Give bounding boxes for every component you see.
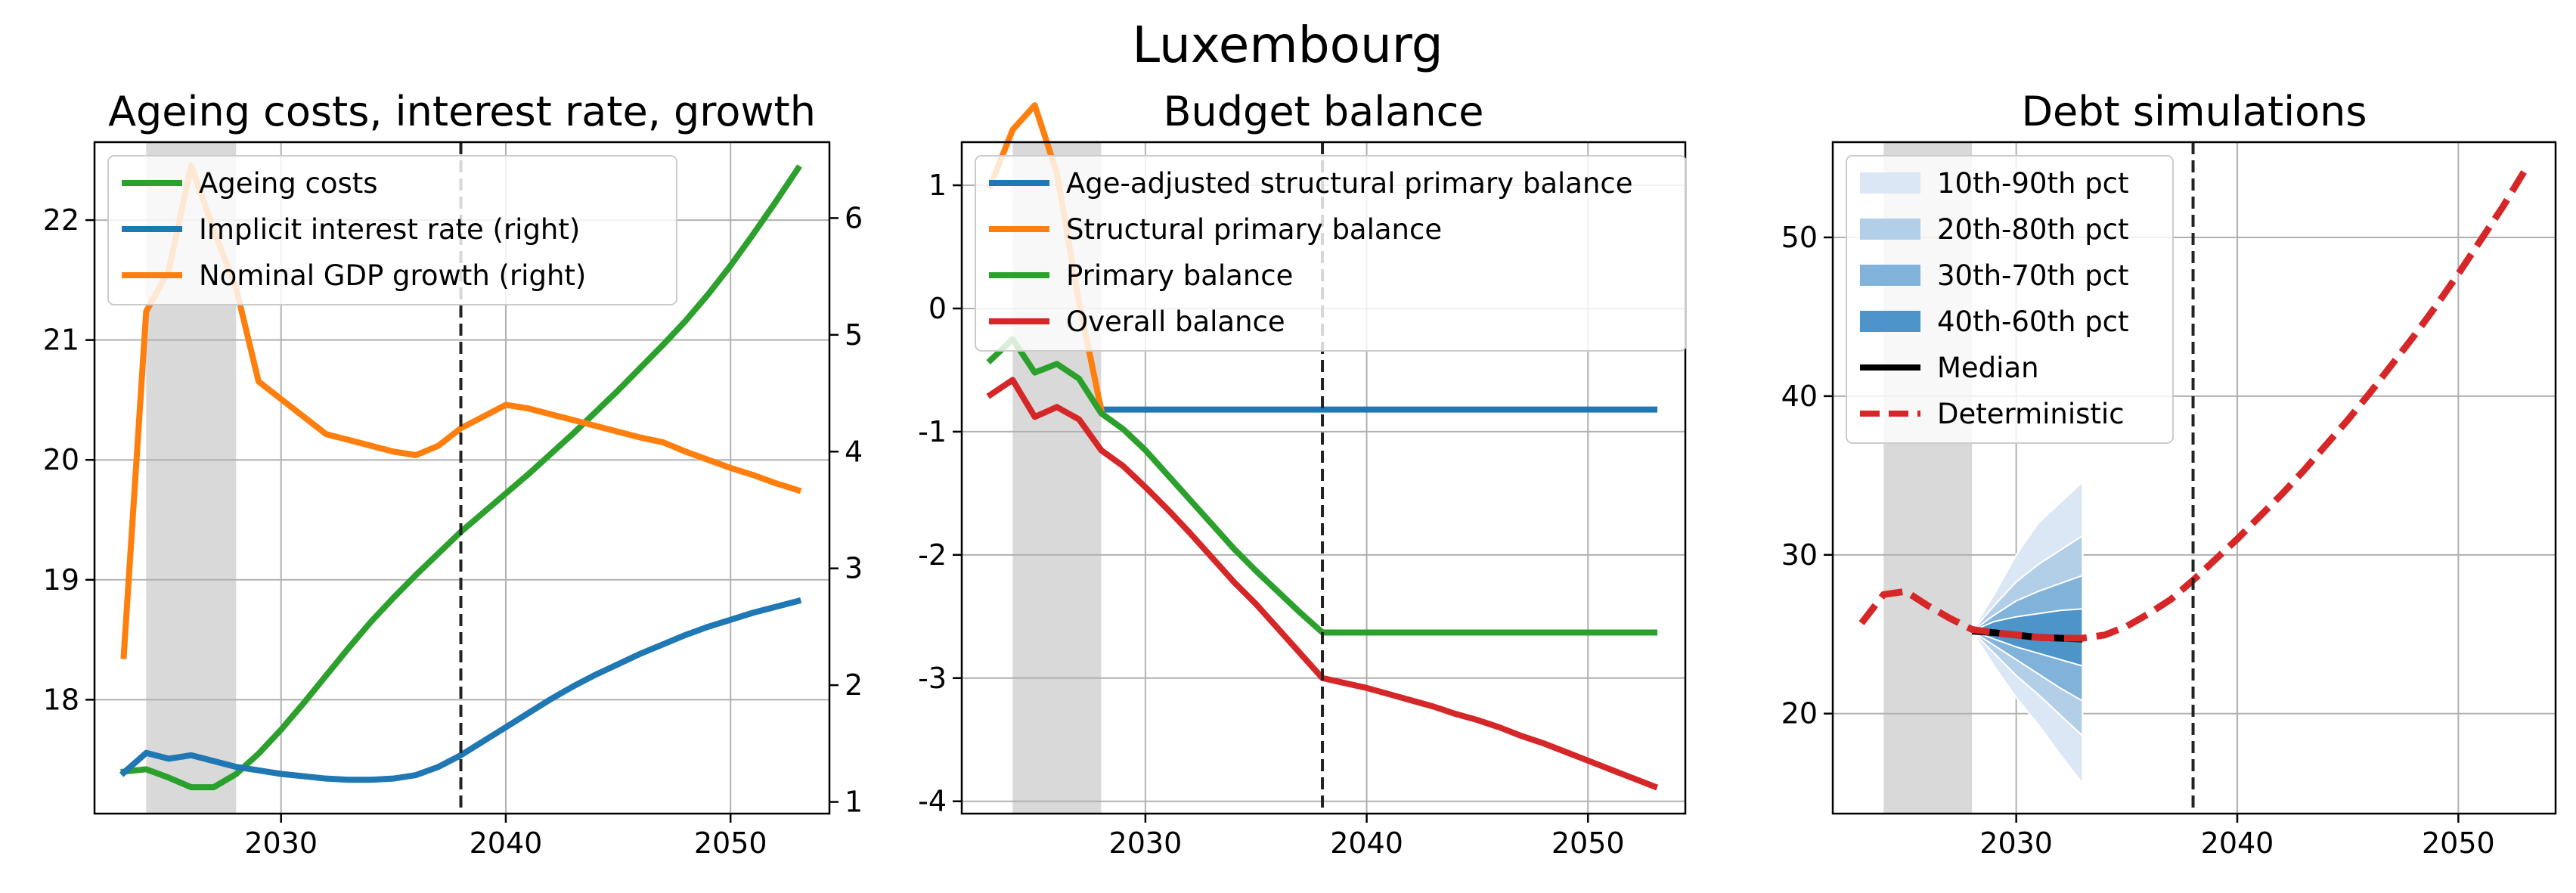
y-tick-label: 19 (43, 563, 79, 597)
x-tick-label: 2030 (244, 826, 318, 860)
y-tick-label: 0 (928, 292, 947, 325)
y-tick-label: 20 (43, 443, 79, 476)
legend-label: 40th-60th pct (1937, 305, 2129, 338)
y2-tick-label: 4 (845, 435, 863, 468)
legend-label: Deterministic (1937, 398, 2125, 430)
legend-box (1846, 155, 2174, 444)
y-tick-label: 1 (928, 169, 947, 202)
x-tick-label: 2050 (2422, 826, 2495, 860)
legend-label: 10th-90th pct (1937, 167, 2129, 200)
series-implicit-interest-rate-right (119, 597, 802, 783)
panel-title: Ageing costs, interest rate, growth (108, 88, 816, 135)
x-tick-label: 2040 (1330, 826, 1403, 860)
y-tick-label: 18 (43, 683, 79, 716)
y2-tick-label: 3 (845, 552, 863, 585)
y-tick-label: 20 (1781, 697, 1818, 730)
y2-tick-label: 1 (845, 786, 863, 819)
y-tick-label: -3 (918, 662, 947, 695)
y2-tick-label: 2 (845, 668, 863, 702)
legend-label: Structural primary balance (1066, 213, 1442, 246)
legend-swatch (1860, 265, 1920, 286)
legend-label: Median (1937, 352, 2039, 384)
y-tick-label: 22 (43, 203, 79, 237)
panel-ageing-costs: 2030 2040 2050 18 19 20 21 22 1 2 3 4 5 6 Ageing costs… (43, 88, 863, 860)
y2-tick-label: 6 (845, 201, 863, 234)
x-tick-label: 2050 (1551, 826, 1625, 860)
legend-label: Primary balance (1066, 259, 1293, 292)
y2-tick-label: 5 (845, 318, 863, 352)
panel-budget-balance: 2030 2040 2050 -4 -3 -2 -1 0 1 Budget balance Age-… (918, 88, 1687, 860)
panel-title: Debt simulations (2021, 88, 2367, 135)
legend-label: Overall balance (1066, 305, 1285, 338)
legend-swatch (1860, 219, 1920, 240)
legend-box (975, 155, 1687, 352)
x-tick-label: 2040 (2201, 826, 2274, 860)
x-tick-label: 2030 (1109, 826, 1183, 860)
x-tick-label: 2030 (1979, 826, 2053, 860)
y-tick-label: 30 (1781, 538, 1818, 572)
panel-title: Budget balance (1164, 88, 1484, 135)
y-tick-label: 50 (1781, 221, 1818, 254)
figure-title: Luxembourg (1132, 16, 1443, 74)
y-tick-label: -1 (918, 415, 947, 448)
legend-label: Nominal GDP growth (right) (199, 259, 586, 292)
legend-label: Ageing costs (199, 167, 378, 200)
legend-label: 20th-80th pct (1937, 213, 2129, 246)
legend-label: Age-adjusted structural primary balance (1066, 167, 1633, 200)
x-tick-label: 2040 (470, 826, 543, 860)
legend-label: 30th-70th pct (1937, 259, 2129, 292)
legend-box (107, 155, 677, 305)
axes-frame (1831, 141, 2557, 815)
x-tick-label: 2050 (694, 826, 767, 860)
legend-swatch (1860, 172, 1920, 194)
legend-label: Implicit interest rate (right) (199, 213, 580, 246)
axes-frame (960, 141, 1687, 815)
y-tick-label: 21 (43, 324, 79, 357)
y-tick-label: -4 (918, 785, 947, 818)
legend-swatch (1860, 311, 1920, 332)
series-primary-balance (986, 336, 1658, 636)
axes-frame (93, 141, 831, 815)
y-tick-label: -2 (918, 538, 947, 572)
y-tick-label: 40 (1781, 380, 1818, 413)
